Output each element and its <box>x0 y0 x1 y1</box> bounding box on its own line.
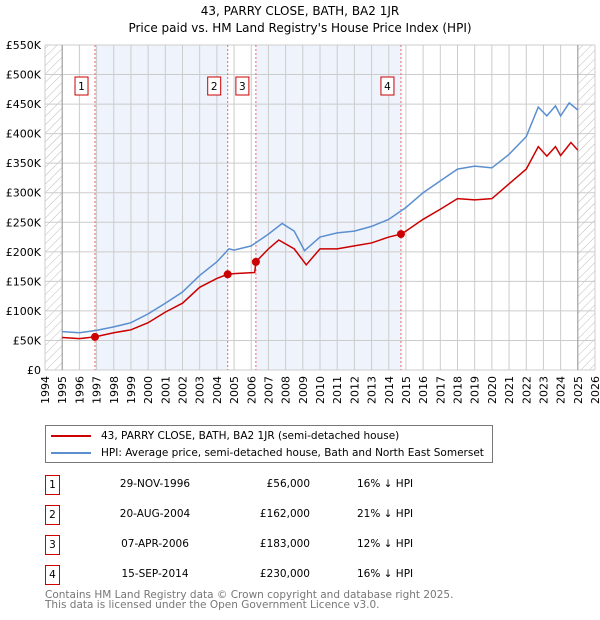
sale-date: 29-NOV-1996 <box>119 478 191 490</box>
x-tick-label: 2002 <box>177 376 190 404</box>
x-tick-label: 2013 <box>366 376 379 404</box>
y-tick-label: £300K <box>6 187 42 200</box>
x-tick-label: 2026 <box>589 376 600 404</box>
legend-blue-line <box>51 452 91 454</box>
x-tick-label: 2014 <box>383 376 396 404</box>
sale-date: 15-SEP-2014 <box>121 568 189 580</box>
sale-date: 07-APR-2006 <box>121 538 189 550</box>
x-tick-label: 2021 <box>503 376 516 404</box>
sale-price: £56,000 <box>266 478 310 490</box>
sale-date: 20-AUG-2004 <box>119 508 191 520</box>
sale-price: £162,000 <box>259 508 310 520</box>
x-tick-label: 2024 <box>555 376 568 404</box>
sale-hpi-diff: 16% ↓ HPI <box>357 568 414 580</box>
chart-subtitle: Price paid vs. HM Land Registry's House … <box>128 21 472 35</box>
sale-label: 2 <box>211 81 218 93</box>
hatched-region-end <box>577 45 595 370</box>
x-tick-label: 2005 <box>228 376 241 404</box>
y-tick-label: £550K <box>6 39 42 52</box>
x-tick-label: 1994 <box>39 376 52 404</box>
x-tick-label: 2009 <box>297 376 310 404</box>
sale-row: 2 20-AUG-2004 £162,000 21% ↓ HPI <box>45 505 445 525</box>
sale-point <box>223 270 232 279</box>
sale-label-box <box>235 76 250 96</box>
x-tick-label: 2018 <box>452 376 465 404</box>
sale-price: £183,000 <box>259 538 310 550</box>
sale-number: 1 <box>45 475 60 495</box>
x-tick-label: 2025 <box>572 376 585 404</box>
sale-label: 3 <box>239 81 246 93</box>
x-tick-label: 2007 <box>262 376 275 404</box>
sale-point <box>91 332 100 341</box>
sale-hpi-diff: 21% ↓ HPI <box>357 508 414 520</box>
sale-label-box <box>74 76 89 96</box>
y-tick-label: £400K <box>6 128 42 141</box>
legend-hpi: HPI: Average price, semi-detached house,… <box>101 447 484 459</box>
sale-number: 3 <box>45 535 60 555</box>
sale-label-box <box>207 76 222 96</box>
x-tick-label: 1997 <box>91 376 104 404</box>
x-tick-label: 2016 <box>417 376 430 404</box>
property-price-line <box>62 141 579 340</box>
x-tick-label: 1998 <box>108 376 121 404</box>
hpi-line <box>62 101 579 334</box>
x-tick-label: 2022 <box>520 376 533 404</box>
y-tick-label: £100K <box>6 305 42 318</box>
sale-hpi-diff: 12% ↓ HPI <box>357 538 414 550</box>
sale-row: 1 29-NOV-1996 £56,000 16% ↓ HPI <box>45 475 445 495</box>
y-tick-label: £350K <box>6 157 42 170</box>
x-tick-label: 1999 <box>125 376 138 404</box>
sale-number: 4 <box>45 565 60 585</box>
x-tick-label: 2020 <box>486 376 499 404</box>
sale-price: £230,000 <box>259 568 310 580</box>
legend-red-line <box>51 435 91 437</box>
x-tick-label: 2019 <box>469 376 482 404</box>
x-tick-label: 2011 <box>331 376 344 404</box>
x-tick-label: 2004 <box>211 376 224 404</box>
sale-label-box <box>380 76 395 96</box>
chart-title: 43, PARRY CLOSE, BATH, BA2 1JR <box>200 4 400 18</box>
x-tick-label: 2010 <box>314 376 327 404</box>
y-tick-label: £250K <box>6 216 42 229</box>
x-tick-label: 2023 <box>537 376 550 404</box>
legend-property: 43, PARRY CLOSE, BATH, BA2 1JR (semi-det… <box>101 430 400 442</box>
sale-label: 1 <box>78 81 85 93</box>
x-tick-label: 2001 <box>159 376 172 404</box>
x-tick-label: 2000 <box>142 376 155 404</box>
hatched-region-start <box>45 45 63 370</box>
x-tick-label: 2012 <box>348 376 361 404</box>
footer-licence: This data is licensed under the Open Gov… <box>45 599 380 611</box>
x-tick-label: 2015 <box>400 376 413 404</box>
x-tick-label: 2003 <box>194 376 207 404</box>
y-tick-label: £150K <box>6 275 42 288</box>
price-chart: £0 £50K £100K £150K £200K £250K £300K £350K £400… <box>6 39 600 404</box>
sale-hpi-diff: 16% ↓ HPI <box>357 478 414 490</box>
footer-copyright: Contains HM Land Registry data © Crown c… <box>45 589 454 601</box>
x-tick-label: 1996 <box>73 376 86 404</box>
legend: 43, PARRY CLOSE, BATH, BA2 1JR (semi-det… <box>45 425 493 463</box>
x-tick-label: 1995 <box>56 376 69 404</box>
sale-label: 4 <box>384 81 391 93</box>
sale-point <box>396 230 405 239</box>
sale-row: 4 15-SEP-2014 £230,000 16% ↓ HPI <box>45 565 445 585</box>
x-tick-label: 2008 <box>280 376 293 404</box>
y-tick-label: £50K <box>13 334 42 347</box>
shaded-period <box>95 45 228 370</box>
sale-number: 2 <box>45 505 60 525</box>
sale-row: 3 07-APR-2006 £183,000 12% ↓ HPI <box>45 535 445 555</box>
y-tick-label: £200K <box>6 246 42 259</box>
y-tick-label: £500K <box>6 69 42 82</box>
x-tick-label: 2006 <box>245 376 258 404</box>
y-tick-label: £0 <box>27 364 41 377</box>
sale-point <box>251 257 260 266</box>
x-tick-label: 2017 <box>434 376 447 404</box>
y-tick-label: £450K <box>6 98 42 111</box>
shaded-period <box>255 45 401 370</box>
